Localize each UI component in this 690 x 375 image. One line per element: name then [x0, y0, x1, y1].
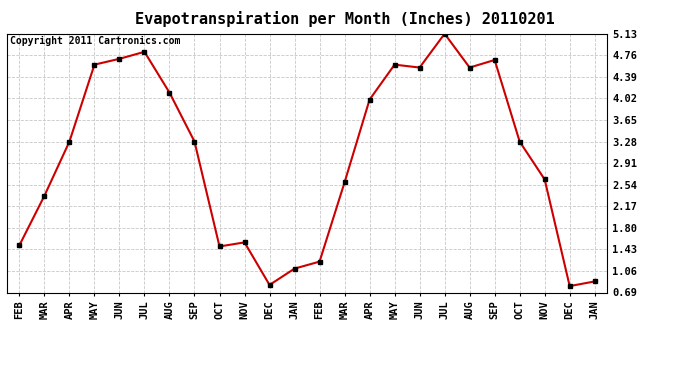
Text: Copyright 2011 Cartronics.com: Copyright 2011 Cartronics.com: [10, 36, 180, 46]
Text: Evapotranspiration per Month (Inches) 20110201: Evapotranspiration per Month (Inches) 20…: [135, 11, 555, 27]
